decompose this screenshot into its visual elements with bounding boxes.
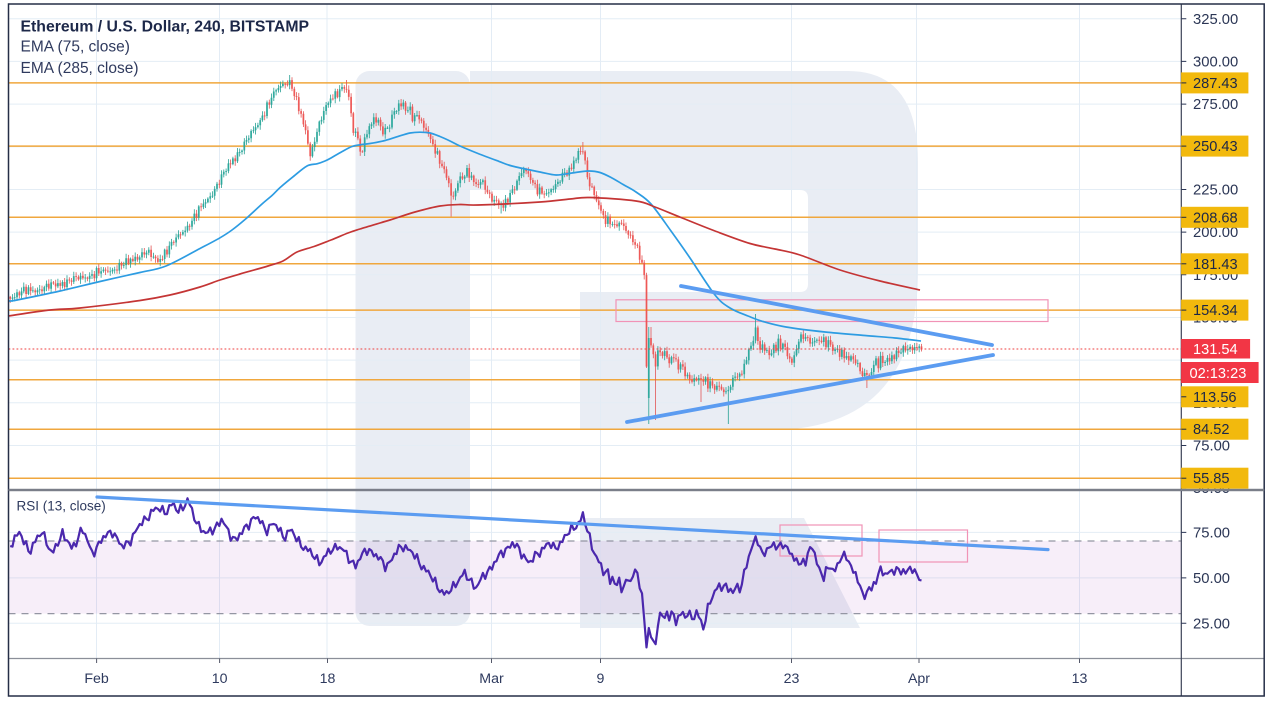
svg-text:287.43: 287.43	[1193, 76, 1238, 92]
svg-text:200.00: 200.00	[1193, 225, 1238, 241]
svg-text:Apr: Apr	[908, 671, 930, 687]
svg-text:84.52: 84.52	[1193, 422, 1230, 438]
svg-text:23: 23	[784, 671, 800, 687]
svg-text:208.68: 208.68	[1193, 210, 1238, 226]
svg-text:13: 13	[1072, 671, 1088, 687]
svg-text:Ethereum / U.S. Dollar, 240, B: Ethereum / U.S. Dollar, 240, BITSTAMP	[21, 19, 310, 36]
svg-text:EMA (75, close): EMA (75, close)	[21, 39, 130, 56]
svg-text:154.34: 154.34	[1193, 303, 1238, 319]
svg-text:250.43: 250.43	[1193, 139, 1238, 155]
svg-text:113.56: 113.56	[1193, 390, 1237, 406]
svg-text:9: 9	[597, 671, 605, 687]
svg-text:55.85: 55.85	[1193, 471, 1230, 487]
svg-text:RSI (13, close): RSI (13, close)	[17, 499, 106, 514]
svg-text:10: 10	[212, 671, 228, 687]
svg-text:131.54: 131.54	[1193, 342, 1238, 358]
svg-text:50.00: 50.00	[1193, 571, 1230, 587]
svg-text:181.43: 181.43	[1193, 257, 1238, 273]
svg-text:02:13:23: 02:13:23	[1190, 366, 1247, 382]
svg-text:325.00: 325.00	[1193, 12, 1238, 28]
svg-text:300.00: 300.00	[1193, 54, 1238, 70]
svg-text:75.00: 75.00	[1193, 439, 1230, 455]
svg-text:275.00: 275.00	[1193, 97, 1238, 113]
svg-text:Feb: Feb	[84, 671, 109, 687]
svg-text:75.00: 75.00	[1193, 525, 1230, 541]
svg-text:Mar: Mar	[479, 671, 504, 687]
svg-text:18: 18	[320, 671, 336, 687]
svg-text:25.00: 25.00	[1193, 616, 1230, 632]
svg-text:EMA (285, close): EMA (285, close)	[21, 60, 139, 77]
svg-text:225.00: 225.00	[1193, 183, 1238, 199]
